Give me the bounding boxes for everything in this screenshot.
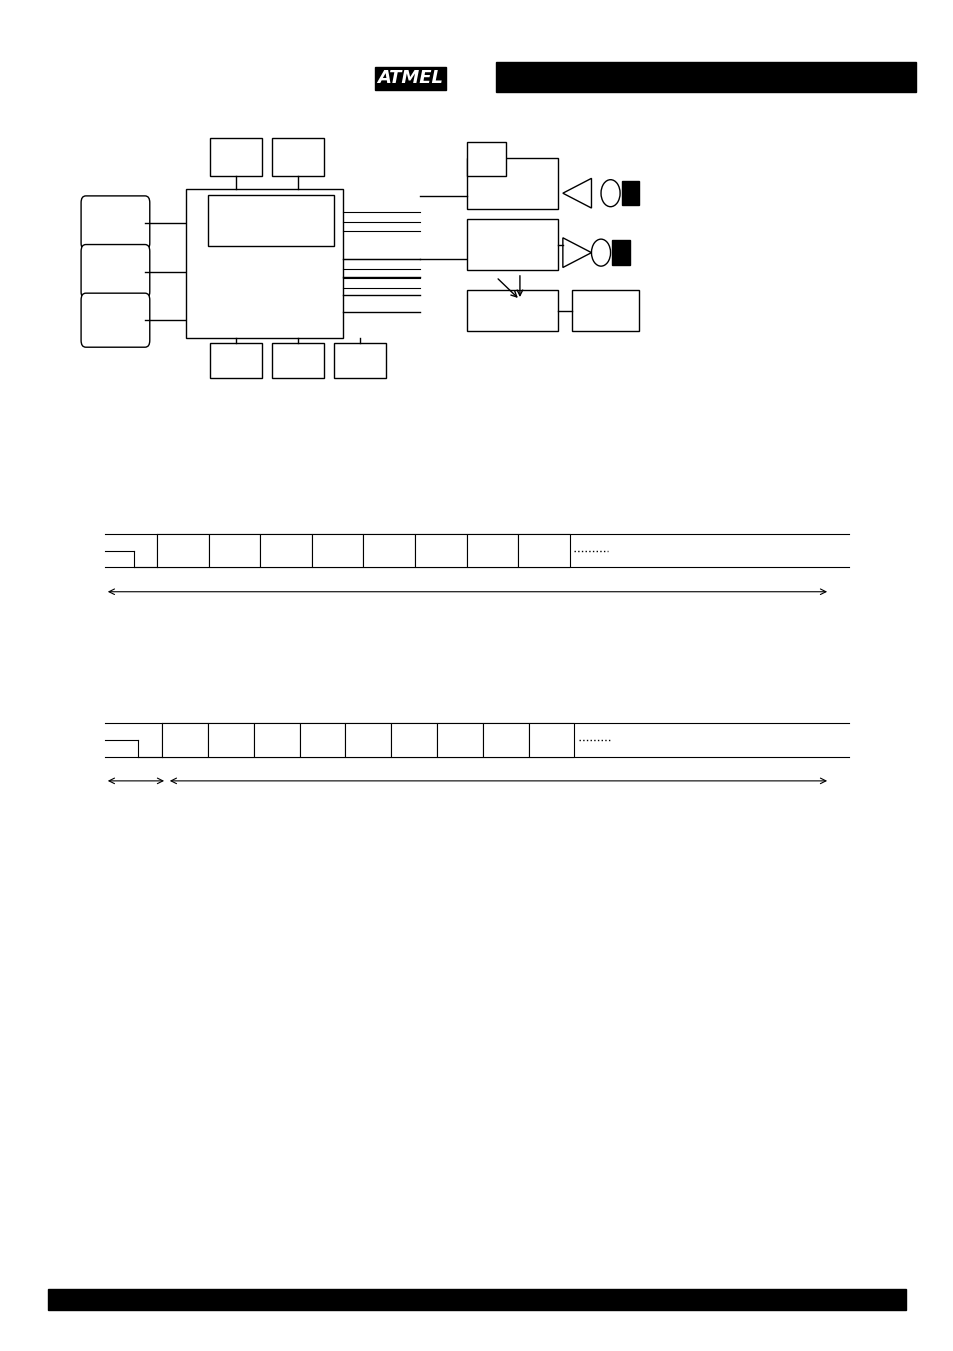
FancyBboxPatch shape (466, 534, 517, 567)
FancyBboxPatch shape (345, 723, 391, 757)
FancyBboxPatch shape (312, 534, 363, 567)
FancyBboxPatch shape (81, 293, 150, 347)
FancyBboxPatch shape (467, 158, 558, 209)
FancyBboxPatch shape (260, 534, 312, 567)
FancyBboxPatch shape (363, 534, 415, 567)
FancyBboxPatch shape (208, 195, 334, 246)
FancyBboxPatch shape (186, 189, 343, 338)
FancyBboxPatch shape (209, 534, 260, 567)
FancyBboxPatch shape (162, 723, 208, 757)
FancyBboxPatch shape (415, 534, 466, 567)
FancyBboxPatch shape (272, 343, 324, 378)
FancyBboxPatch shape (157, 534, 209, 567)
FancyBboxPatch shape (81, 245, 150, 299)
FancyBboxPatch shape (482, 723, 528, 757)
FancyBboxPatch shape (210, 343, 262, 378)
FancyBboxPatch shape (272, 138, 324, 176)
FancyBboxPatch shape (528, 723, 574, 757)
FancyBboxPatch shape (467, 290, 558, 331)
FancyBboxPatch shape (299, 723, 345, 757)
FancyBboxPatch shape (496, 62, 915, 92)
FancyBboxPatch shape (467, 219, 558, 270)
FancyBboxPatch shape (517, 534, 569, 567)
FancyBboxPatch shape (436, 723, 482, 757)
FancyBboxPatch shape (253, 723, 299, 757)
FancyBboxPatch shape (334, 343, 386, 378)
FancyBboxPatch shape (208, 723, 253, 757)
FancyBboxPatch shape (210, 138, 262, 176)
Text: ATMEL: ATMEL (376, 69, 443, 88)
FancyBboxPatch shape (621, 181, 639, 205)
FancyBboxPatch shape (48, 1289, 905, 1310)
FancyBboxPatch shape (572, 290, 639, 331)
FancyBboxPatch shape (81, 196, 150, 250)
Text: ATMEL: ATMEL (376, 69, 443, 88)
FancyBboxPatch shape (391, 723, 436, 757)
FancyBboxPatch shape (612, 240, 629, 265)
FancyBboxPatch shape (467, 142, 505, 176)
